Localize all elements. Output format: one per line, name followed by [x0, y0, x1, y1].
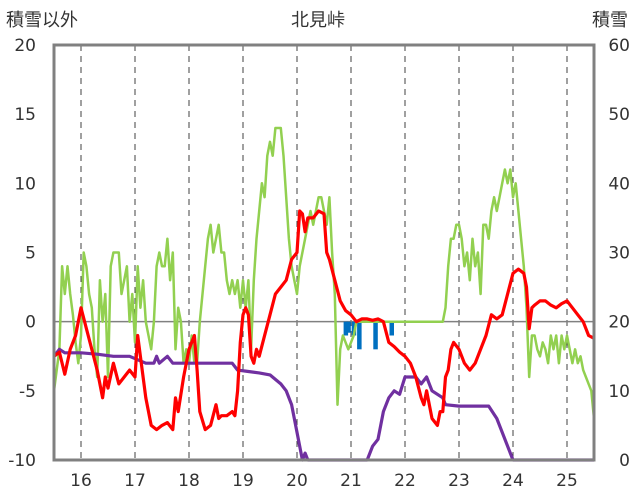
- blue-bar: [373, 321, 378, 350]
- right-axis-label: 積雪: [592, 10, 628, 31]
- x-tick-label: 19: [232, 471, 254, 491]
- blue-bar: [346, 321, 351, 333]
- left-axis-label: 積雪以外: [6, 10, 78, 31]
- x-tick-label: 17: [124, 471, 146, 491]
- right-tick-label: 0: [619, 451, 630, 471]
- x-tick-label: 18: [178, 471, 200, 491]
- green-line: [52, 126, 596, 419]
- x-tick-label: 22: [394, 471, 416, 491]
- x-tick-label: 20: [286, 471, 308, 491]
- left-tick-label: 15: [14, 105, 36, 125]
- x-tick-label: 21: [340, 471, 362, 491]
- x-tick-label: 23: [448, 471, 470, 491]
- right-tick-label: 60: [608, 36, 630, 56]
- x-tick-label: 25: [556, 471, 578, 491]
- left-tick-label: 5: [25, 244, 36, 264]
- plot-area: [52, 43, 596, 462]
- right-tick-label: 20: [608, 313, 630, 333]
- chart-title: 北見峠: [291, 10, 345, 31]
- left-tick-label: 20: [14, 36, 36, 56]
- right-tick-label: 40: [608, 174, 630, 194]
- blue-bar: [343, 321, 349, 336]
- x-axis: 16 17 18 19 20 21 22 23 24 25: [70, 471, 578, 491]
- left-tick-label: -10: [8, 451, 36, 471]
- x-tick-label: 24: [502, 471, 524, 491]
- blue-bar: [357, 321, 362, 350]
- left-tick-label: 10: [14, 174, 36, 194]
- right-axis: 60 50 40 30 20 10 0: [608, 36, 630, 471]
- blue-bar: [389, 321, 394, 336]
- left-tick-label: 0: [25, 313, 36, 333]
- right-tick-label: 30: [608, 244, 630, 264]
- grid-lines: [54, 45, 594, 460]
- x-tick-label: 16: [70, 471, 92, 491]
- red-line: [53, 209, 595, 432]
- right-tick-label: 10: [608, 382, 630, 402]
- left-axis: 20 15 10 5 0 -5 -10: [8, 36, 36, 471]
- left-tick-label: -5: [19, 382, 36, 402]
- right-tick-label: 50: [608, 105, 630, 125]
